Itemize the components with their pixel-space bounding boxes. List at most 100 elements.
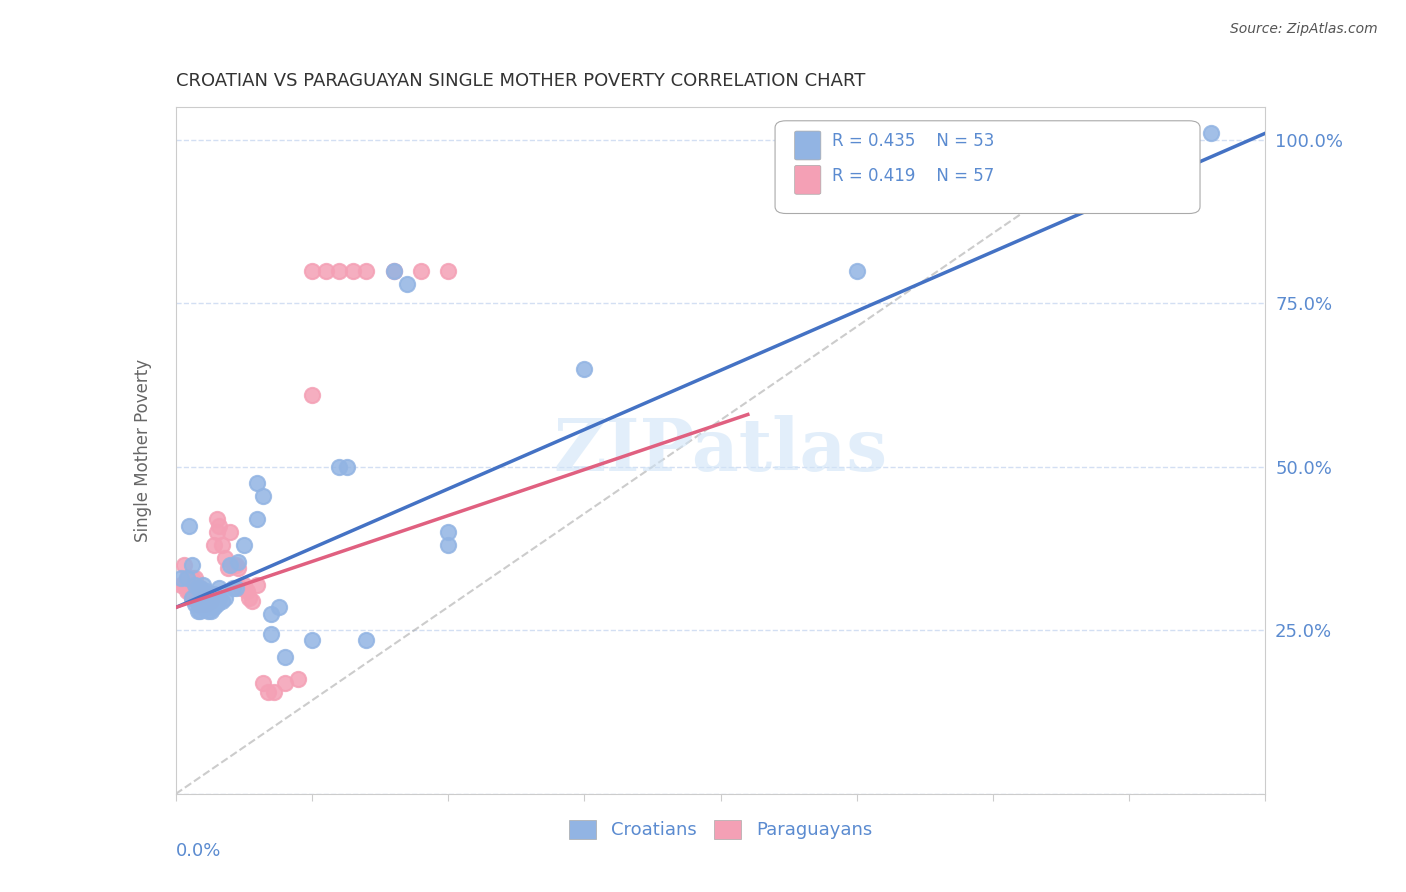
Point (356, 633, 378, 648)
Point (219, 525, 242, 540)
Point (211, 594, 233, 608)
Point (181, 591, 204, 605)
Point (260, 626, 283, 640)
Point (252, 489, 274, 503)
Point (184, 581, 207, 595)
Text: Source: ZipAtlas.com: Source: ZipAtlas.com (1230, 22, 1378, 37)
Point (186, 597, 209, 611)
Point (437, 525, 460, 540)
Point (188, 591, 211, 605)
Point (225, 558, 247, 572)
Point (197, 594, 219, 608)
Point (205, 525, 228, 540)
Point (205, 512, 228, 526)
Point (382, 263, 405, 277)
Point (1199, 126, 1222, 140)
Point (202, 587, 225, 601)
Point (269, 600, 291, 615)
Point (274, 675, 297, 690)
Point (186, 604, 209, 618)
Point (179, 584, 201, 599)
Point (194, 600, 217, 615)
Text: 0.0%: 0.0% (176, 842, 221, 860)
Point (409, 263, 432, 277)
Point (246, 577, 269, 591)
Text: R = 0.435    N = 53: R = 0.435 N = 53 (832, 132, 994, 151)
Point (186, 591, 209, 605)
Point (184, 571, 207, 585)
Text: CROATIAN VS PARAGUAYAN SINGLE MOTHER POVERTY CORRELATION CHART: CROATIAN VS PARAGUAYAN SINGLE MOTHER POV… (176, 72, 865, 90)
Y-axis label: Single Mother Poverty: Single Mother Poverty (134, 359, 152, 542)
Point (328, 459, 350, 474)
Point (232, 538, 254, 552)
Point (184, 597, 207, 611)
Point (197, 604, 219, 618)
Point (246, 476, 269, 491)
Point (336, 459, 359, 474)
Point (437, 538, 460, 552)
Point (191, 600, 214, 615)
Point (231, 581, 253, 595)
Point (232, 577, 254, 591)
Point (235, 584, 257, 599)
Point (197, 587, 219, 601)
Point (257, 685, 280, 699)
Point (260, 607, 283, 621)
Point (188, 597, 211, 611)
Point (186, 581, 209, 595)
Point (208, 591, 231, 605)
Point (184, 577, 207, 591)
FancyBboxPatch shape (794, 165, 821, 194)
Point (194, 591, 217, 605)
Point (194, 594, 217, 608)
Point (170, 571, 193, 585)
Point (184, 591, 207, 605)
Point (200, 591, 222, 605)
Point (208, 581, 231, 595)
Point (176, 571, 198, 585)
Point (202, 538, 225, 552)
Point (356, 263, 378, 277)
Point (188, 604, 211, 618)
Point (205, 597, 228, 611)
Point (315, 263, 337, 277)
Point (574, 361, 596, 376)
Legend: Croatians, Paraguayans: Croatians, Paraguayans (562, 813, 879, 847)
Point (200, 604, 222, 618)
Point (208, 518, 231, 533)
Point (301, 633, 323, 648)
Point (191, 591, 214, 605)
Point (191, 597, 214, 611)
Point (186, 581, 209, 595)
Point (200, 587, 222, 601)
Point (222, 558, 245, 572)
Point (252, 675, 274, 690)
Point (191, 584, 214, 599)
Point (228, 555, 250, 569)
Point (194, 597, 217, 611)
Point (845, 263, 868, 277)
Point (328, 263, 350, 277)
Point (194, 584, 217, 599)
Text: ZIPatlas: ZIPatlas (554, 415, 887, 486)
Point (214, 551, 236, 566)
Point (396, 277, 419, 291)
Point (200, 594, 222, 608)
Point (342, 263, 364, 277)
Point (179, 518, 201, 533)
Point (202, 600, 225, 615)
FancyBboxPatch shape (775, 120, 1201, 213)
Point (211, 538, 233, 552)
Point (219, 558, 242, 572)
Point (188, 581, 211, 595)
FancyBboxPatch shape (794, 131, 821, 160)
Point (173, 577, 195, 591)
Point (382, 263, 405, 277)
Point (263, 685, 285, 699)
Point (301, 263, 323, 277)
Point (287, 673, 309, 687)
Point (197, 587, 219, 601)
Point (246, 512, 269, 526)
Point (188, 581, 211, 595)
Point (176, 571, 198, 585)
